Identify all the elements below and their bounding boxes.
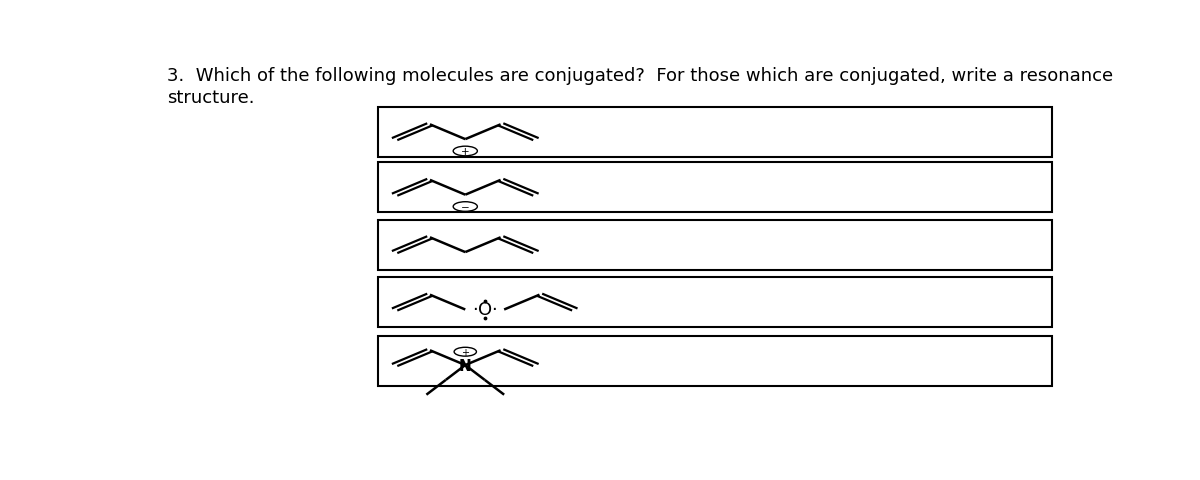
Bar bbox=[378, 163, 1052, 213]
Bar bbox=[378, 108, 1052, 157]
Bar bbox=[378, 220, 1052, 270]
Text: $\cdot$O$\cdot$: $\cdot$O$\cdot$ bbox=[472, 301, 498, 319]
Text: N: N bbox=[458, 358, 472, 373]
Text: +: + bbox=[461, 347, 469, 357]
Text: +: + bbox=[461, 147, 469, 156]
Bar bbox=[378, 336, 1052, 386]
Text: −: − bbox=[461, 202, 469, 212]
Text: structure.: structure. bbox=[167, 89, 254, 107]
Bar bbox=[378, 277, 1052, 327]
Text: 3.  Which of the following molecules are conjugated?  For those which are conjug: 3. Which of the following molecules are … bbox=[167, 67, 1112, 85]
